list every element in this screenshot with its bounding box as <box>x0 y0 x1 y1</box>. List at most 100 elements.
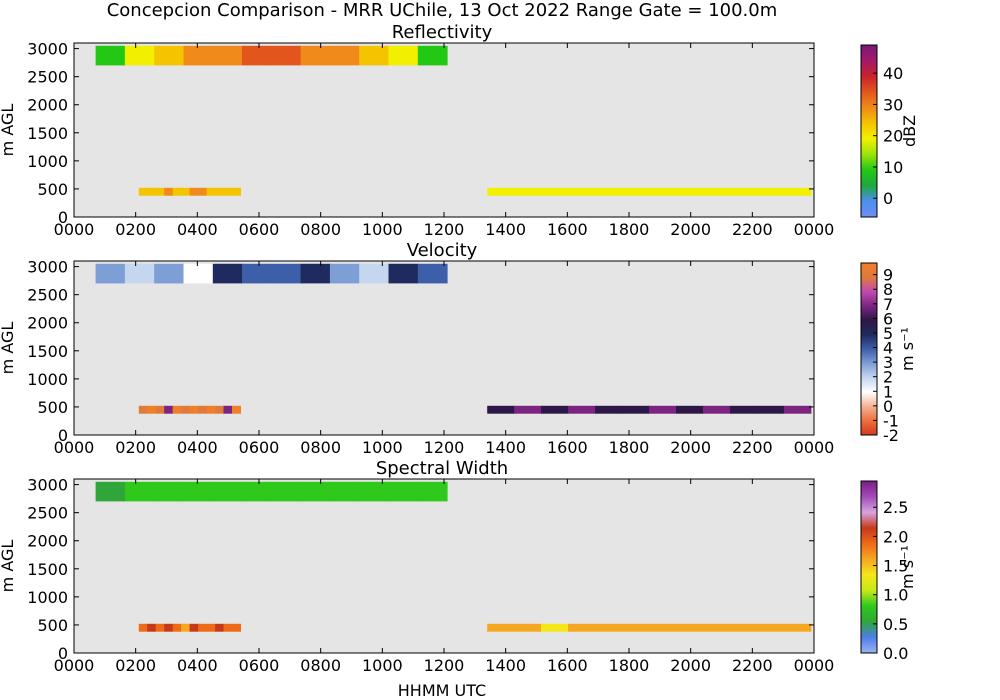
spectral-width-colorbar <box>860 480 878 654</box>
reflectivity-x-tick-label: 1400 <box>485 220 526 239</box>
spectral-width-y-tick-label: 3000 <box>27 476 68 495</box>
spectral-width-colorbar-tick-label: 2.5 <box>883 498 908 517</box>
spectral-width-y-tick-label: 0 <box>58 644 68 663</box>
spectral-width-cell <box>138 623 148 632</box>
spectral-width-cell <box>183 481 214 502</box>
reflectivity-colorbar-ticks: 0 10 20 30 40 <box>873 64 903 208</box>
spectral-width-cell <box>206 623 216 632</box>
reflectivity-y-tick-label: 0 <box>58 208 68 227</box>
reflectivity-cell <box>359 45 389 66</box>
reflectivity-cell <box>215 187 225 196</box>
spectral-width-cell <box>359 481 389 502</box>
spectral-width-x-tick-label: 1600 <box>547 656 588 675</box>
spectral-width-cell <box>595 623 623 632</box>
reflectivity-cell <box>242 45 272 66</box>
velocity-colorbar-tick-label: -2 <box>883 426 899 445</box>
spectral-width-y-tick-label: 2500 <box>27 504 68 523</box>
reflectivity-y-tick-label: 2500 <box>27 68 68 87</box>
velocity-cell <box>271 263 302 284</box>
velocity-colorbar-tick-label: 2 <box>883 368 893 387</box>
spectral-width-panel: Spectral Width 050010001500200025003000 … <box>0 458 917 675</box>
reflectivity-cell <box>417 45 448 66</box>
velocity-y-label: m AGL <box>0 322 17 375</box>
velocity-colorbar-label: m s⁻¹ <box>898 327 917 371</box>
velocity-cell <box>757 405 785 414</box>
velocity-cell <box>198 405 208 414</box>
velocity-x-tick-label: 0000 <box>794 438 835 457</box>
spectral-width-colorbar-label: m s⁻¹ <box>898 545 917 589</box>
reflectivity-y-tick-label: 500 <box>37 180 68 199</box>
reflectivity-cell <box>147 187 157 196</box>
velocity-cell <box>487 405 515 414</box>
velocity-y-tick-label: 1000 <box>27 370 68 389</box>
velocity-cell <box>417 263 448 284</box>
spectral-width-cell <box>703 623 731 632</box>
reflectivity-x-tick-label: 0000 <box>794 220 835 239</box>
reflectivity-colorbar-label: dBZ <box>900 115 919 147</box>
spectral-width-colorbar-tick-label: 0.5 <box>883 615 908 634</box>
reflectivity-cell <box>541 187 569 196</box>
spectral-width-x-tick-label: 1400 <box>485 656 526 675</box>
reflectivity-cell <box>649 187 677 196</box>
spectral-width-y-tick-label: 500 <box>37 616 68 635</box>
velocity-cell <box>154 263 184 284</box>
spectral-width-colorbar-tick-label: 0.0 <box>883 644 908 663</box>
velocity-cell <box>212 263 243 284</box>
velocity-data <box>95 263 812 414</box>
velocity-cell <box>206 405 216 414</box>
velocity-colorbar-tick-label: 3 <box>883 353 893 372</box>
spectral-width-cell <box>155 623 165 632</box>
spectral-width-cell <box>568 623 596 632</box>
reflectivity-cell <box>568 187 596 196</box>
reflectivity-cell <box>183 45 214 66</box>
reflectivity-y-tick-label: 1000 <box>27 152 68 171</box>
reflectivity-colorbar-tick-label: 10 <box>883 158 903 177</box>
velocity-y-tick-label: 1500 <box>27 342 68 361</box>
reflectivity-x-tick-label: 1800 <box>609 220 650 239</box>
reflectivity-x-tick-label: 0800 <box>300 220 341 239</box>
reflectivity-cell <box>172 187 182 196</box>
spectral-width-x-ticks: 0000 0200 0400 0600 0800 1000 1200 1400 1600 1800… <box>54 479 834 675</box>
spectral-width-x-tick-label: 1200 <box>424 656 465 675</box>
velocity-colorbar-tick-label: 1 <box>883 382 893 401</box>
velocity-cell <box>783 405 812 414</box>
velocity-cell <box>622 405 650 414</box>
spectral-width-y-tick-label: 1000 <box>27 588 68 607</box>
velocity-colorbar-tick-label: 6 <box>883 309 893 328</box>
spectral-width-data <box>95 481 812 632</box>
reflectivity-cell <box>95 45 126 66</box>
reflectivity-cell <box>181 187 191 196</box>
velocity-cell <box>95 263 126 284</box>
velocity-cell <box>359 263 389 284</box>
reflectivity-cell <box>595 187 623 196</box>
spectral-width-colorbar-tick-label: 2.0 <box>883 527 908 546</box>
reflectivity-y-tick-label: 3000 <box>27 40 68 59</box>
reflectivity-colorbar <box>860 44 878 218</box>
velocity-x-tick-label: 0800 <box>300 438 341 457</box>
reflectivity-cell <box>300 45 331 66</box>
spectral-width-y-tick-label: 1500 <box>27 560 68 579</box>
spectral-width-cell <box>242 481 272 502</box>
velocity-colorbar-tick-label: 9 <box>883 266 893 285</box>
velocity-x-tick-label: 1600 <box>547 438 588 457</box>
velocity-x-tick-label: 0600 <box>239 438 280 457</box>
spectral-width-cell <box>223 623 233 632</box>
reflectivity-cell <box>730 187 758 196</box>
velocity-cell <box>181 405 191 414</box>
velocity-x-tick-label: 1400 <box>485 438 526 457</box>
velocity-y-ticks: 0 500 1000 1500 2000 2500 3000 <box>27 258 814 445</box>
velocity-cell <box>329 263 360 284</box>
velocity-colorbar-tick-label: -1 <box>883 411 899 430</box>
velocity-cell <box>541 405 569 414</box>
spectral-width-x-tick-label: 0800 <box>300 656 341 675</box>
spectral-width-cell <box>514 623 542 632</box>
velocity-x-ticks: 0000 0200 0400 0600 0800 1000 1200 1400 1600 1800… <box>54 261 835 457</box>
reflectivity-x-tick-label: 2000 <box>670 220 711 239</box>
reflectivity-y-tick-label: 1500 <box>27 124 68 143</box>
velocity-colorbar-tick-label: 4 <box>883 339 893 358</box>
spectral-width-cell <box>329 481 360 502</box>
velocity-x-tick-label: 1800 <box>609 438 650 457</box>
velocity-x-tick-label: 2000 <box>670 438 711 457</box>
